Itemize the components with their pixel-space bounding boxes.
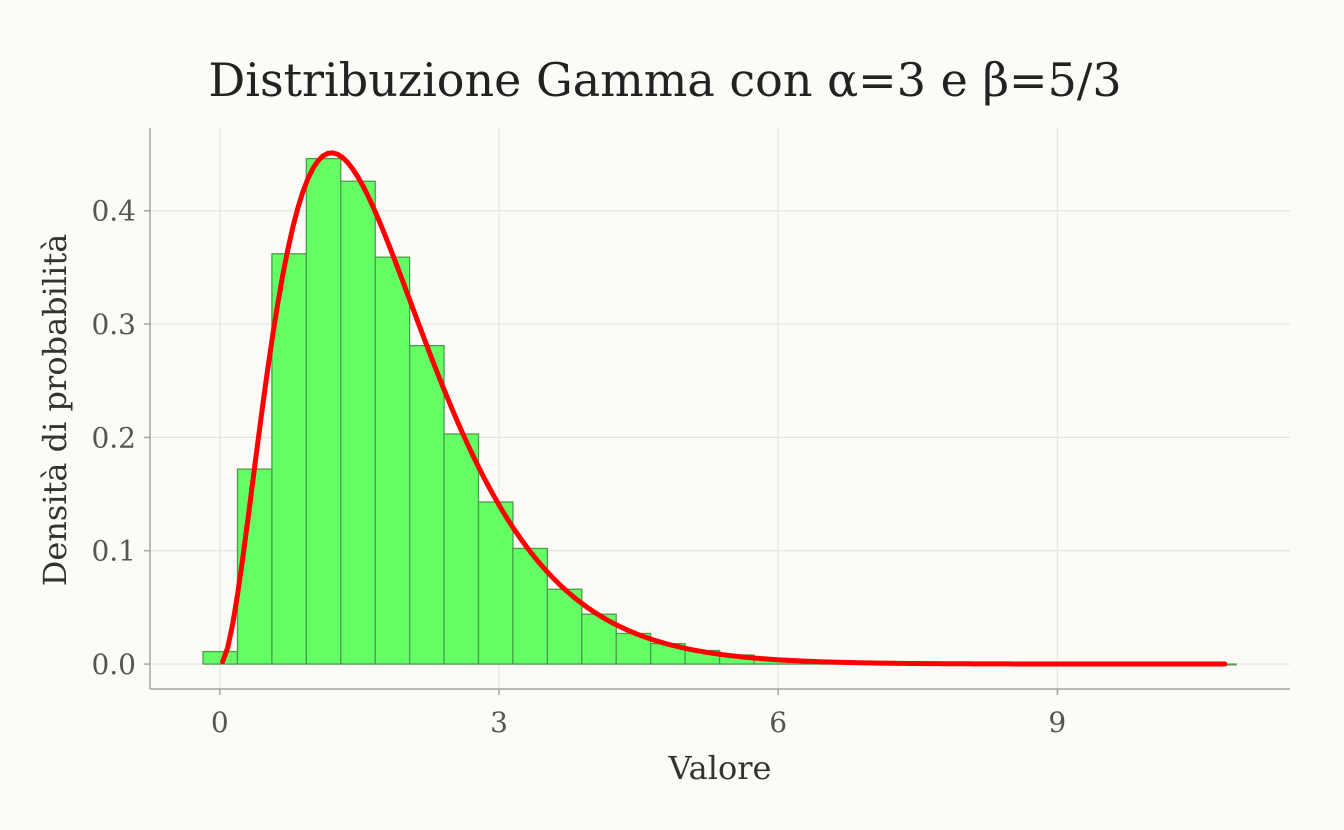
x-axis-label: Valore xyxy=(668,749,772,787)
y-axis-label: Densità di probabilità xyxy=(36,234,74,587)
x-tick-label: 6 xyxy=(769,706,787,739)
y-tick-label: 0.3 xyxy=(91,308,136,341)
y-tick-label: 0.0 xyxy=(91,648,136,681)
chart-title: Distribuzione Gamma con α=3 e β=5/3 xyxy=(208,53,1121,107)
histogram-bar xyxy=(341,181,375,664)
histogram-bar xyxy=(375,257,409,664)
x-tick-label: 9 xyxy=(1048,706,1066,739)
x-tick-label: 0 xyxy=(211,706,229,739)
histogram-bar xyxy=(410,346,444,664)
y-tick-label: 0.1 xyxy=(91,535,136,568)
histogram-bar xyxy=(306,159,340,664)
x-tick-label: 3 xyxy=(490,706,508,739)
y-tick-label: 0.4 xyxy=(91,195,136,228)
histogram-bar xyxy=(444,434,478,664)
histogram-bar xyxy=(479,502,513,664)
y-tick-label: 0.2 xyxy=(91,421,136,454)
